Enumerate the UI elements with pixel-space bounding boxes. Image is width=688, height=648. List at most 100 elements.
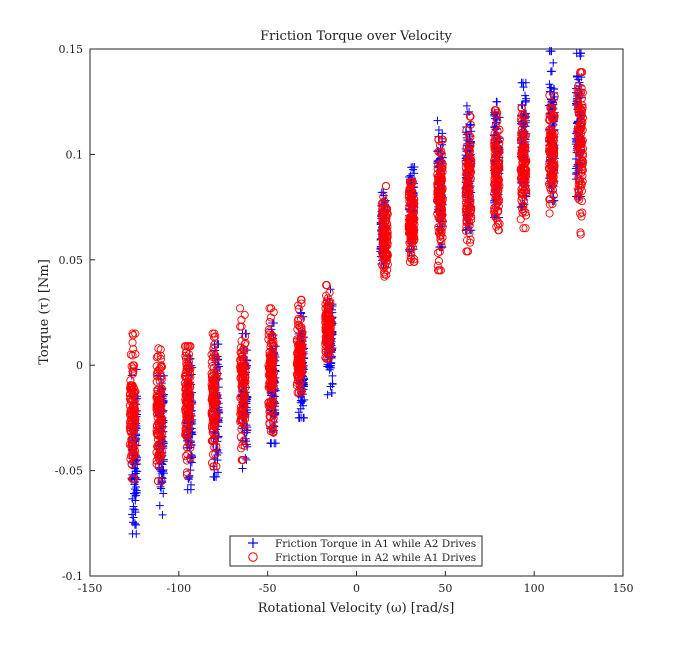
data-point — [300, 395, 309, 404]
data-point — [464, 181, 473, 190]
velocity-cluster — [433, 135, 447, 275]
data-point — [494, 179, 503, 188]
data-point — [181, 429, 190, 438]
data-point — [266, 355, 275, 364]
velocity-cluster — [516, 103, 531, 233]
data-point — [186, 390, 195, 399]
data-point — [152, 377, 161, 386]
data-point — [436, 159, 445, 168]
legend-label-series-2: Friction Torque in A2 while A1 Drives — [275, 552, 476, 564]
data-point — [126, 350, 135, 359]
legend: Friction Torque in A1 while A2 Drives Fr… — [229, 535, 483, 567]
data-point — [517, 129, 526, 138]
data-point — [152, 428, 161, 437]
x-tick-label: -100 — [166, 582, 191, 595]
data-point — [153, 429, 162, 438]
data-point — [235, 304, 245, 313]
data-point — [296, 404, 305, 413]
data-point — [297, 369, 306, 378]
data-point — [517, 103, 526, 113]
data-point — [466, 174, 475, 183]
data-point — [153, 372, 162, 381]
data-point — [574, 180, 583, 189]
data-point — [241, 415, 250, 424]
y-tick-label: -0.1 — [62, 570, 83, 583]
data-point — [182, 470, 191, 479]
data-point — [382, 250, 391, 259]
data-point — [493, 148, 502, 157]
y-tick-label: 0 — [76, 359, 83, 372]
data-point — [493, 193, 502, 202]
data-point — [433, 248, 442, 257]
data-point — [299, 413, 308, 422]
data-point — [433, 179, 442, 189]
data-point — [207, 369, 216, 378]
data-point — [464, 161, 473, 171]
y-axis-label: Torque (τ) [Nm] — [37, 259, 52, 365]
data-point — [236, 406, 245, 415]
data-point — [212, 406, 221, 415]
data-point — [490, 158, 499, 168]
velocity-cluster — [461, 112, 476, 256]
data-point — [182, 389, 191, 398]
data-point — [265, 348, 274, 357]
chart-title: Friction Torque over Velocity — [260, 29, 452, 44]
data-point — [156, 345, 165, 354]
data-point — [183, 408, 193, 417]
data-point — [207, 436, 216, 446]
data-point — [186, 364, 195, 374]
data-point — [265, 380, 274, 390]
y-tick-label: 0.1 — [66, 148, 84, 161]
data-point — [461, 198, 470, 207]
data-point — [182, 424, 191, 434]
data-point — [212, 374, 221, 383]
data-point — [129, 502, 138, 511]
data-point — [240, 310, 249, 319]
data-point — [269, 398, 278, 407]
data-point — [269, 365, 278, 374]
data-point — [131, 467, 140, 476]
data-point — [183, 435, 192, 444]
data-point — [438, 217, 447, 226]
data-point — [549, 172, 558, 181]
data-point — [517, 133, 526, 142]
data-point — [467, 212, 476, 221]
data-point — [207, 358, 216, 367]
data-point — [157, 362, 167, 371]
data-point — [208, 450, 217, 459]
data-point — [268, 406, 278, 415]
data-point — [130, 451, 139, 460]
data-point — [549, 137, 558, 146]
data-point — [212, 416, 221, 425]
data-point — [127, 397, 136, 406]
data-point — [547, 186, 556, 195]
data-point — [295, 336, 304, 345]
data-point — [240, 425, 249, 434]
data-point — [129, 513, 138, 522]
data-point — [490, 207, 499, 216]
data-point — [129, 331, 138, 340]
data-point — [465, 196, 475, 205]
data-point — [434, 172, 444, 181]
data-point — [434, 135, 443, 144]
data-point — [240, 360, 249, 369]
data-point — [156, 351, 165, 360]
data-point — [239, 387, 248, 396]
data-point — [269, 337, 278, 347]
data-point — [157, 375, 166, 384]
data-point — [490, 155, 499, 164]
data-point — [298, 329, 307, 338]
data-point — [298, 397, 307, 406]
data-point — [157, 451, 166, 460]
data-point — [462, 126, 471, 135]
data-point — [323, 294, 332, 303]
data-point — [435, 247, 444, 256]
data-point — [156, 439, 165, 448]
data-point — [546, 167, 555, 176]
data-point — [268, 425, 277, 434]
data-point — [128, 452, 138, 461]
data-point — [462, 101, 471, 110]
data-point — [159, 489, 168, 498]
data-point — [207, 407, 216, 416]
data-point — [521, 78, 530, 87]
